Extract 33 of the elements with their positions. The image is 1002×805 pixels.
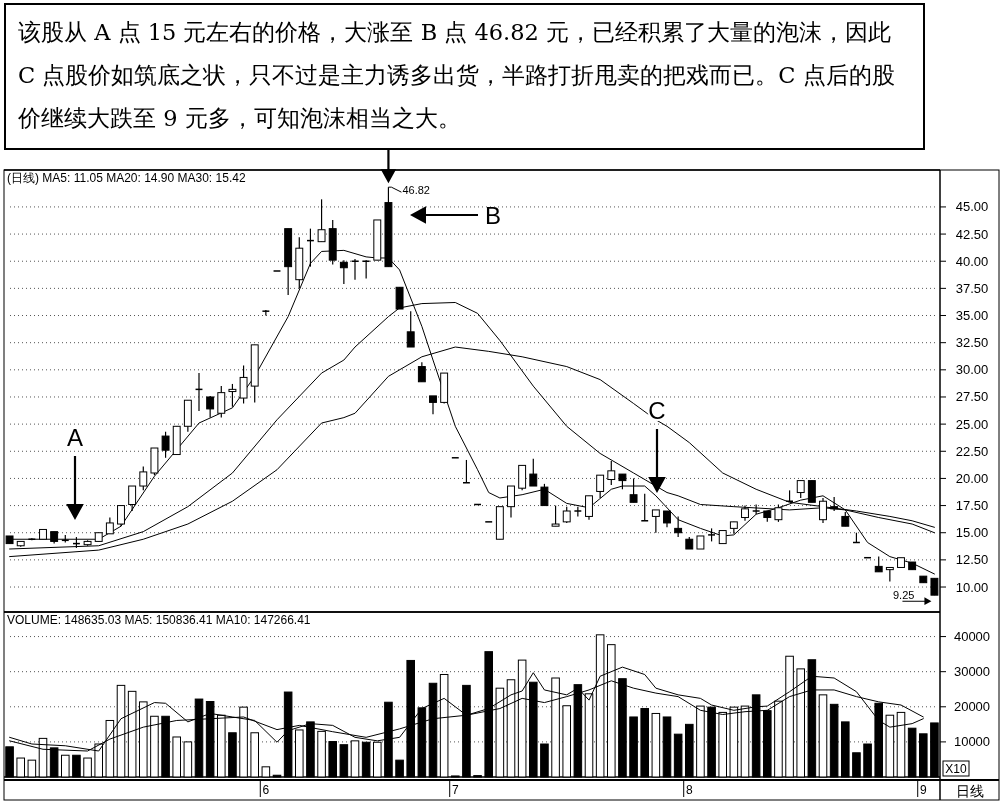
annotation: 9.25 [893,589,915,602]
y-tick-label: 17.50 [955,498,989,514]
annotation: B [484,202,502,229]
annotation: 46.82 [402,184,430,197]
y-tick-label: 20000 [953,699,991,715]
chart-subtitle: (日线) MA5: 11.05 MA20: 14.90 MA30: 15.42 [7,171,246,185]
y-tick-label: 30000 [953,664,991,680]
y-tick-label: 12.50 [955,552,989,568]
x-tick-label: 6 [262,783,270,797]
x-tick-label: 9 [919,783,927,797]
y-tick-label: 20.00 [955,470,989,486]
annotation: A [66,424,84,451]
y-tick-label: 40.00 [955,253,989,269]
y-tick-label: 10000 [953,734,991,750]
y-tick-label: 25.00 [955,416,989,432]
y-tick-label: 37.50 [955,280,989,296]
annotation: C [648,397,666,424]
y-tick-label: 42.50 [955,226,989,242]
text: 日线 [956,783,984,799]
y-tick-label: 15.00 [955,525,989,541]
y-tick-label: 10.00 [955,579,989,595]
x-tick-label: 7 [451,783,459,797]
y-tick-label: 32.50 [955,335,989,351]
chart-title: 该股从 A 点 15 元左右的价格，大涨至 B 点 46.82 元，已经积累了大量的泡沫，因此 C 点股价如筑底之状，只不过是主力诱多出货，半路打折甩卖的把戏而已。C 点后的股价继续大跌至 9 元多，可知泡沫相当之大。 [4,3,925,150]
chart-title: VOLUME: 148635.03 MA5: 150836.41 MA10: 147266.41 [7,613,311,627]
y-tick-label: 40000 [953,629,991,645]
y-tick-label: 45.00 [955,199,989,215]
y-tick-label: 27.50 [955,389,989,405]
y-tick-label: 22.50 [955,443,989,459]
x-tick-label: 8 [685,783,693,797]
y-tick-label: 30.00 [955,362,989,378]
y-tick-label: 35.00 [955,308,989,324]
text: X10 [945,762,967,776]
